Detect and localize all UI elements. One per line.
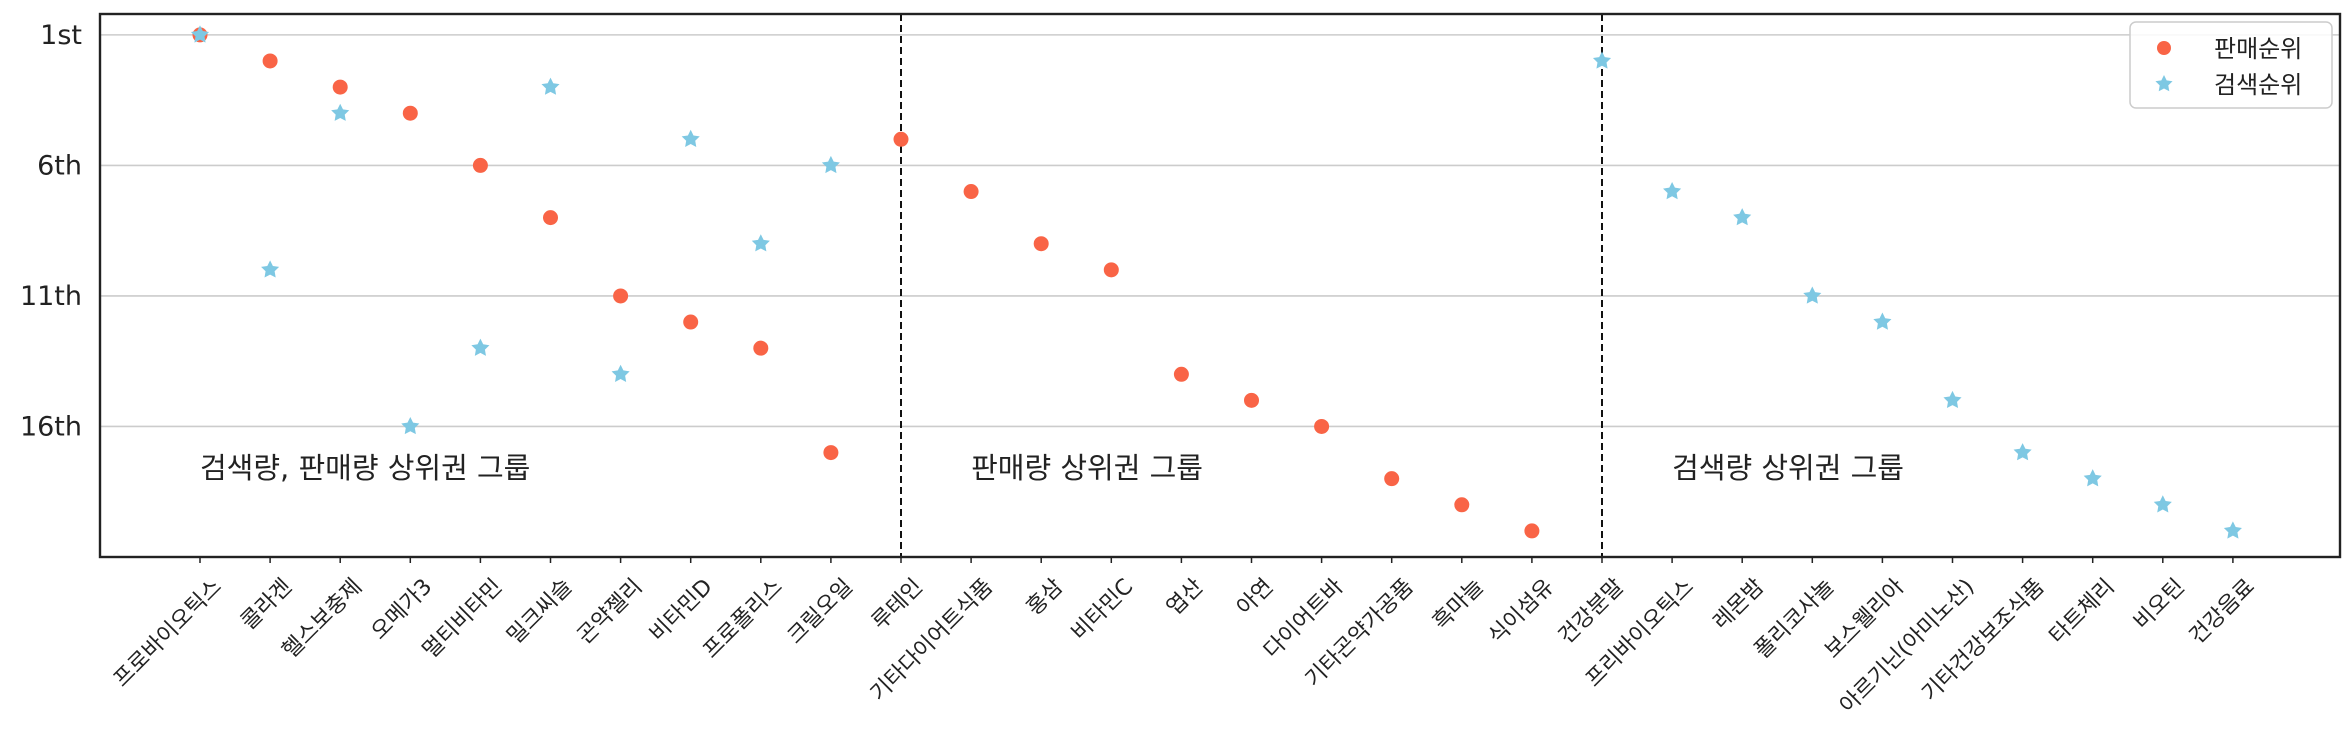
sales-rank-point [332, 79, 348, 95]
x-tick-label: 홍삼 [1022, 574, 1068, 620]
x-tick-label: 아르기닌(아미노산) [1835, 574, 1979, 718]
x-tick-label: 루테인 [867, 574, 928, 635]
sales-rank-point [683, 314, 699, 330]
sales-rank-point [1454, 497, 1470, 513]
legend-label: 검색순위 [2214, 71, 2302, 99]
search-rank-point [2223, 521, 2242, 539]
x-tick-label: 레몬밤 [1709, 574, 1770, 635]
search-rank-point [401, 416, 420, 435]
x-tick-label: 기타다이어트식품 [866, 574, 998, 706]
sales-rank-point [1033, 236, 1049, 252]
sales-rank-point [753, 340, 769, 356]
sales-rank-point [823, 445, 839, 461]
sales-rank-point [1384, 471, 1400, 487]
y-axis-ticks: 1st 6th 11th 16th [20, 20, 82, 443]
search-rank-point [821, 155, 840, 174]
sales-rank-point [963, 184, 979, 200]
x-tick-label: 기타건강보조식품 [1917, 574, 2049, 706]
x-tick-label: 크릴오일 [783, 574, 858, 649]
y-tick-label: 6th [37, 150, 82, 181]
legend-marker-circle [2157, 41, 2171, 55]
x-tick-label: 엽산 [1162, 574, 1208, 620]
sales-rank-point [543, 210, 558, 226]
sales-rank-point [1244, 392, 1259, 408]
x-tick-label: 흑마늘 [1428, 574, 1489, 635]
x-tick-label: 건강음료 [2185, 574, 2260, 649]
search-rank-point [190, 25, 210, 43]
sales-rank-point [1524, 523, 1540, 539]
x-tick-label: 프로바이오틱스 [109, 574, 227, 692]
search-rank-point [1943, 390, 1962, 409]
search-rank-point [2013, 443, 2032, 461]
search-rank-point [541, 77, 560, 95]
x-tick-label: 곤약젤리 [573, 574, 648, 649]
legend-box [2129, 21, 2333, 109]
legend-label: 판매순위 [2214, 35, 2302, 63]
search-rank-point [471, 338, 490, 356]
group-annotations: 검색량, 판매량 상위권 그룹 판매량 상위권 그룹 검색량 상위권 그룹 [200, 451, 1904, 485]
search-rank-point [261, 260, 280, 278]
search-rank-point [611, 364, 630, 382]
x-tick-label: 밀크씨슬 [503, 574, 578, 649]
sales-rank-point [1314, 418, 1330, 434]
x-tick-label: 오메가3 [367, 574, 438, 645]
sales-rank-point [402, 105, 418, 121]
legend-marker-star [2155, 75, 2173, 92]
search-rank-point [1733, 208, 1752, 226]
y-tick-label: 1st [40, 20, 82, 51]
x-tick-label: 콜라겐 [236, 574, 297, 635]
sales-rank-point [1103, 262, 1119, 278]
search-rank-point [1592, 51, 1612, 69]
x-tick-label: 비타민D [645, 574, 718, 647]
grid-lines [100, 34, 2340, 428]
search-rank-point [1803, 286, 1822, 304]
sales-rank-point [1173, 366, 1189, 382]
sales-rank-point [262, 53, 278, 69]
search-rank-point [1663, 182, 1682, 200]
x-tick-label: 비타민C [1067, 574, 1138, 645]
search-rank-point [2083, 469, 2102, 487]
x-tick-label: 타트체리 [2045, 574, 2120, 649]
sales-rank-point [613, 288, 629, 304]
x-tick-label: 아연 [1232, 574, 1278, 620]
y-tick-label: 11th [20, 281, 82, 312]
group-annotation: 검색량 상위권 그룹 [1672, 451, 1904, 485]
x-tick-label: 비오틴 [2129, 574, 2190, 635]
search-rank-point [1873, 312, 1892, 330]
search-rank-point [751, 234, 770, 252]
search-rank-point [331, 103, 350, 121]
sales-rank-point [472, 157, 488, 173]
search-rank-point [2153, 495, 2172, 513]
search-rank-point [681, 129, 700, 147]
x-tick-label: 식이섬유 [1484, 574, 1559, 649]
group-dividers [900, 14, 1603, 557]
y-tick-label: 16th [20, 411, 82, 442]
plot-frame [98, 12, 2342, 559]
group-annotation: 판매량 상위권 그룹 [971, 451, 1203, 485]
sales-rank-point [893, 131, 909, 147]
data-points [190, 25, 2242, 539]
group-annotation: 검색량, 판매량 상위권 그룹 [200, 451, 530, 485]
